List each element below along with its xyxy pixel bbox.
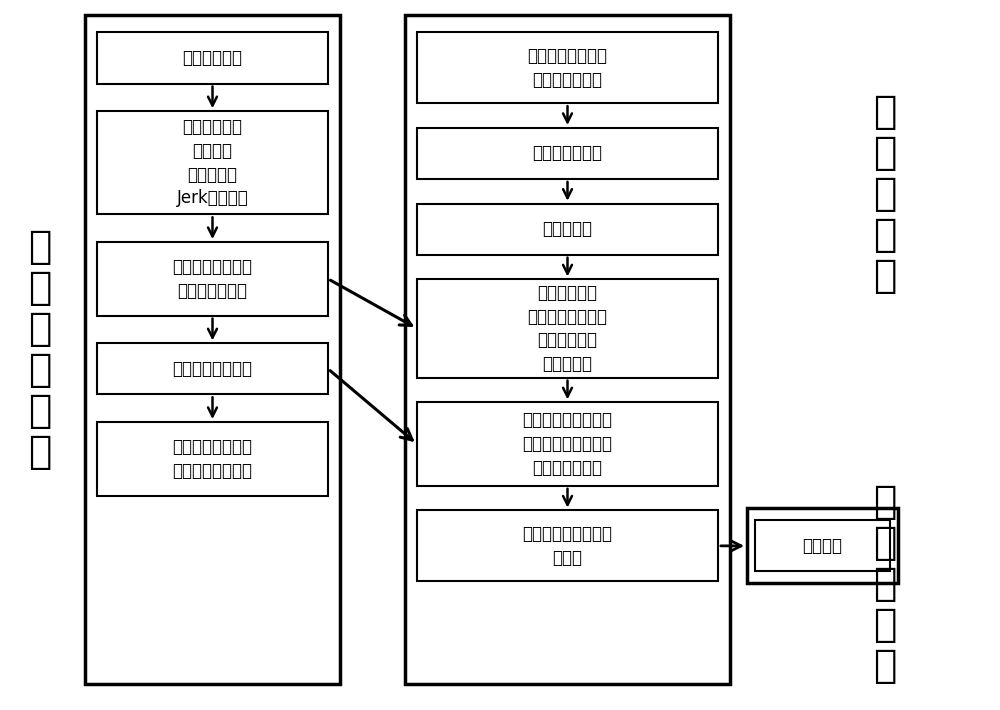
Text: 偏转过程中电流加载
的方式: 偏转过程中电流加载 的方式 [522, 525, 612, 567]
FancyBboxPatch shape [417, 128, 718, 179]
FancyBboxPatch shape [755, 520, 890, 572]
FancyBboxPatch shape [97, 343, 328, 394]
Text: 转子偏转角度
外加磁场电流大小
生成力矩大小
三参量关系: 转子偏转角度 外加磁场电流大小 生成力矩大小 三参量关系 [528, 284, 608, 373]
Text: 永磁体表面磁场: 永磁体表面磁场 [532, 144, 602, 163]
Text: 检视加速度在特定
区间内的线性度: 检视加速度在特定 区间内的线性度 [173, 258, 252, 300]
FancyBboxPatch shape [417, 204, 718, 255]
Text: 电
磁
学
范
畴: 电 磁 学 范 畴 [873, 93, 897, 295]
FancyBboxPatch shape [97, 242, 328, 316]
FancyBboxPatch shape [97, 33, 328, 84]
Text: 永磁体线圈等效与
螺线管线圈建模: 永磁体线圈等效与 螺线管线圈建模 [528, 47, 608, 89]
Text: 根据轮廓计算转子
旋转所需最小转矩: 根据轮廓计算转子 旋转所需最小转矩 [173, 438, 252, 480]
Text: 电流控制: 电流控制 [802, 537, 842, 555]
Bar [405, 15, 730, 684]
FancyBboxPatch shape [417, 279, 718, 378]
FancyBboxPatch shape [417, 33, 718, 103]
Text: 刚
体
力
学
范
畴: 刚 体 力 学 范 畴 [28, 228, 52, 471]
Text: 选定偏转角度区间: 选定偏转角度区间 [173, 360, 252, 378]
Text: 永磁体力矩: 永磁体力矩 [542, 220, 592, 238]
Text: 输出位移曲线
速度曲线
加速度曲线
Jerk函数曲线: 输出位移曲线 速度曲线 加速度曲线 Jerk函数曲线 [177, 119, 248, 207]
Text: 得不同外加电流下转
子特定转角区间偏转
过程产生的力矩: 得不同外加电流下转 子特定转角区间偏转 过程产生的力矩 [522, 412, 612, 476]
Text: 控
制
学
范
畴: 控 制 学 范 畴 [873, 484, 897, 685]
FancyBboxPatch shape [97, 111, 328, 214]
FancyBboxPatch shape [417, 510, 718, 581]
FancyBboxPatch shape [97, 422, 328, 496]
Bar [747, 508, 898, 583]
Text: 转子轮廓设计: 转子轮廓设计 [182, 49, 242, 67]
FancyBboxPatch shape [417, 403, 718, 486]
Bar [85, 15, 340, 684]
